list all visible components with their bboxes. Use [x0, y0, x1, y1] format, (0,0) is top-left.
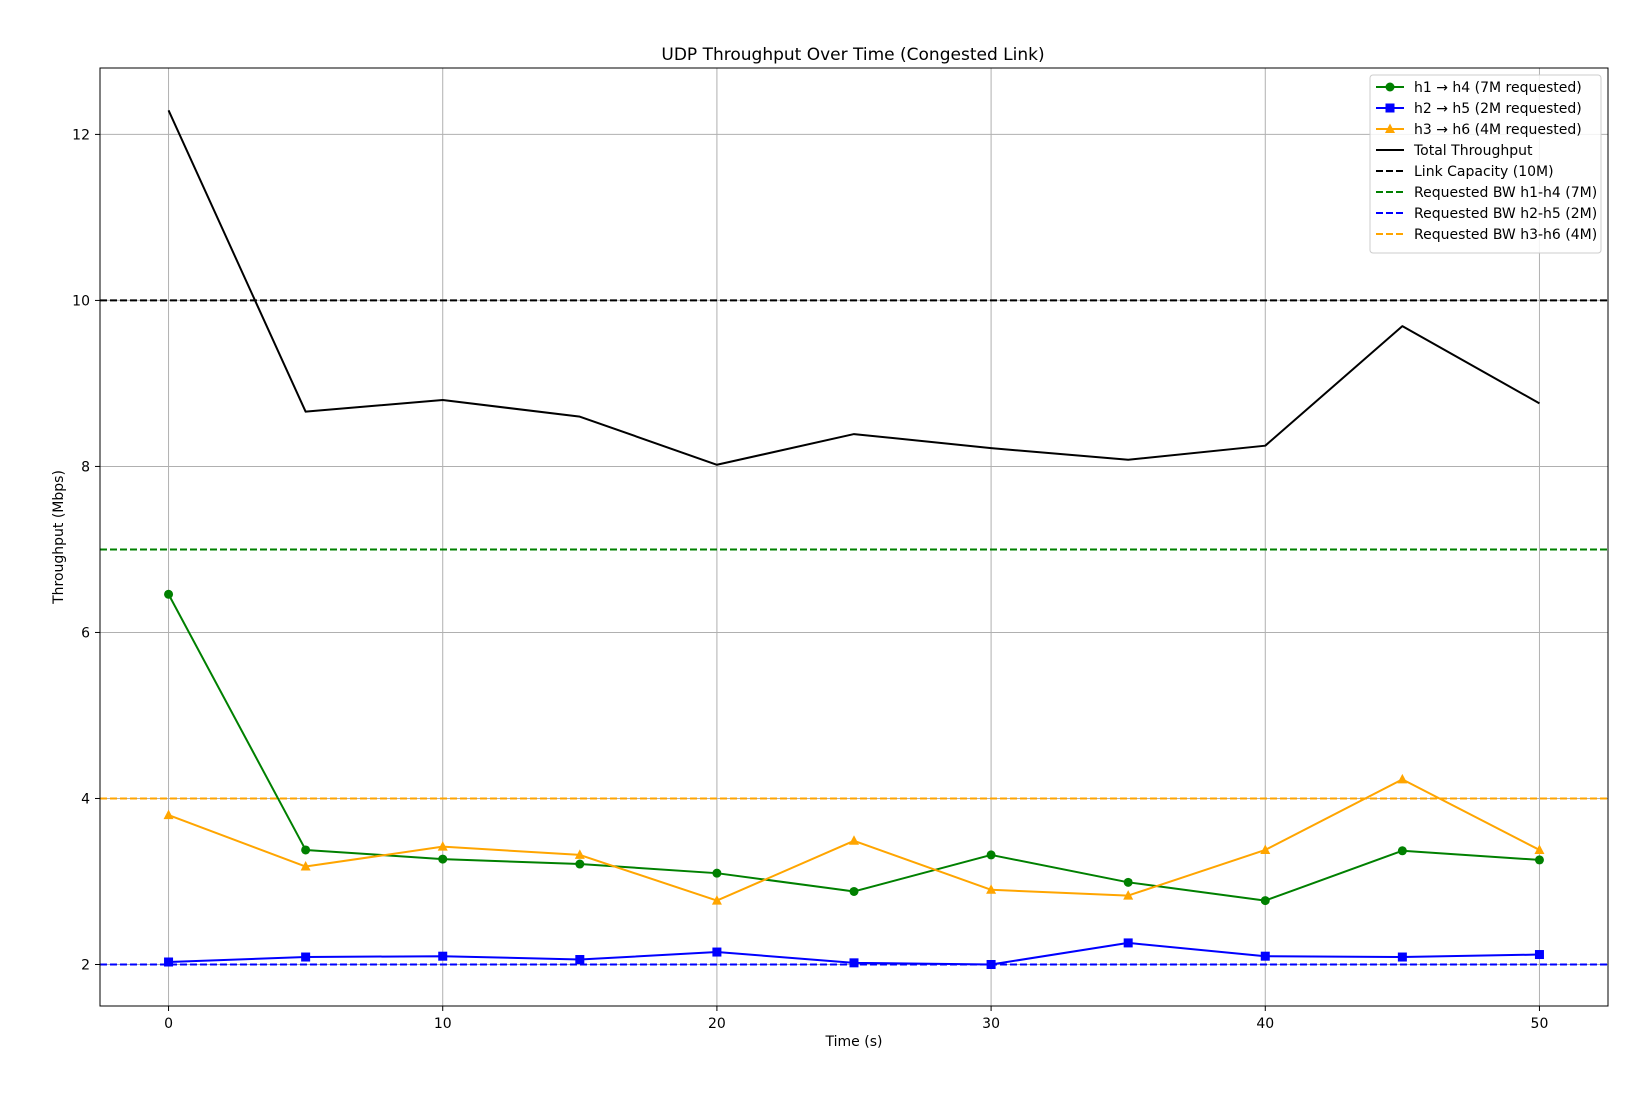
data-point	[712, 868, 722, 878]
data-point	[1397, 773, 1408, 784]
legend-label: Link Capacity (10M)	[1414, 164, 1554, 180]
legend-marker	[1385, 123, 1395, 133]
x-axis-ticks: 0 10 20 30 40 50	[164, 1006, 1548, 1032]
data-point	[1534, 950, 1544, 960]
data-point	[301, 845, 311, 855]
legend: h1 → h4 (7M requested) h2 → h5 (2M reques…	[1369, 74, 1602, 254]
legend-marker	[1385, 82, 1395, 92]
y-tick-label: 10	[72, 293, 90, 309]
x-tick-label: 30	[982, 1016, 1000, 1032]
data-point	[575, 859, 585, 869]
data-point	[711, 895, 722, 905]
x-tick-label: 40	[1256, 1016, 1274, 1032]
data-point	[301, 952, 311, 962]
legend-box	[1369, 74, 1602, 254]
data-point	[300, 861, 311, 871]
series-line	[167, 109, 1540, 466]
x-axis-label: Time (s)	[825, 1034, 883, 1050]
legend-label: Requested BW h1-h4 (7M)	[1414, 185, 1597, 201]
data-point	[849, 886, 859, 896]
chart-title: UDP Throughput Over Time (Congested Link…	[661, 45, 1044, 65]
legend-label: h2 → h5 (2M requested)	[1414, 101, 1582, 117]
legend-label: h1 → h4 (7M requested)	[1414, 80, 1582, 96]
data-point	[163, 809, 174, 820]
legend-marker	[1385, 103, 1395, 113]
data-point	[986, 959, 996, 969]
data-point	[1260, 896, 1270, 906]
x-tick-label: 0	[164, 1016, 173, 1032]
legend-label: Requested BW h2-h5 (2M)	[1414, 206, 1597, 222]
data-point	[1260, 951, 1270, 961]
y-tick-label: 8	[81, 459, 90, 475]
legend-label: h3 → h6 (4M requested)	[1414, 122, 1582, 138]
data-point	[712, 947, 722, 957]
data-point	[1397, 846, 1407, 856]
x-tick-label: 10	[434, 1016, 452, 1032]
data-point	[574, 849, 585, 859]
x-tick-label: 50	[1531, 1016, 1549, 1032]
legend-label: Requested BW h3-h6 (4M)	[1414, 227, 1597, 243]
series-lines	[163, 109, 1545, 969]
y-tick-label: 4	[81, 791, 90, 807]
data-point	[849, 835, 859, 845]
data-point	[849, 958, 859, 968]
data-point	[164, 589, 174, 599]
data-point	[1534, 855, 1544, 865]
y-tick-label: 12	[72, 127, 90, 143]
data-point	[437, 841, 448, 851]
data-point	[1123, 938, 1133, 948]
data-point	[164, 957, 174, 967]
data-point	[1534, 844, 1545, 854]
data-point	[1397, 952, 1407, 962]
data-point	[1123, 890, 1134, 900]
data-point	[438, 951, 448, 961]
data-point	[1123, 877, 1133, 887]
data-point	[1260, 844, 1271, 854]
y-axis-label: Throughput (Mbps)	[51, 470, 67, 605]
data-point	[986, 884, 997, 894]
data-point	[986, 850, 996, 860]
y-tick-label: 2	[81, 957, 90, 973]
legend-label: Total Throughput	[1413, 143, 1533, 159]
data-point	[438, 854, 448, 864]
y-tick-label: 6	[81, 625, 90, 641]
x-tick-label: 20	[708, 1016, 726, 1032]
y-axis-ticks: 2 4 6 8 10 12	[72, 127, 100, 973]
plot-frame	[99, 67, 1609, 1007]
data-point	[575, 955, 585, 965]
